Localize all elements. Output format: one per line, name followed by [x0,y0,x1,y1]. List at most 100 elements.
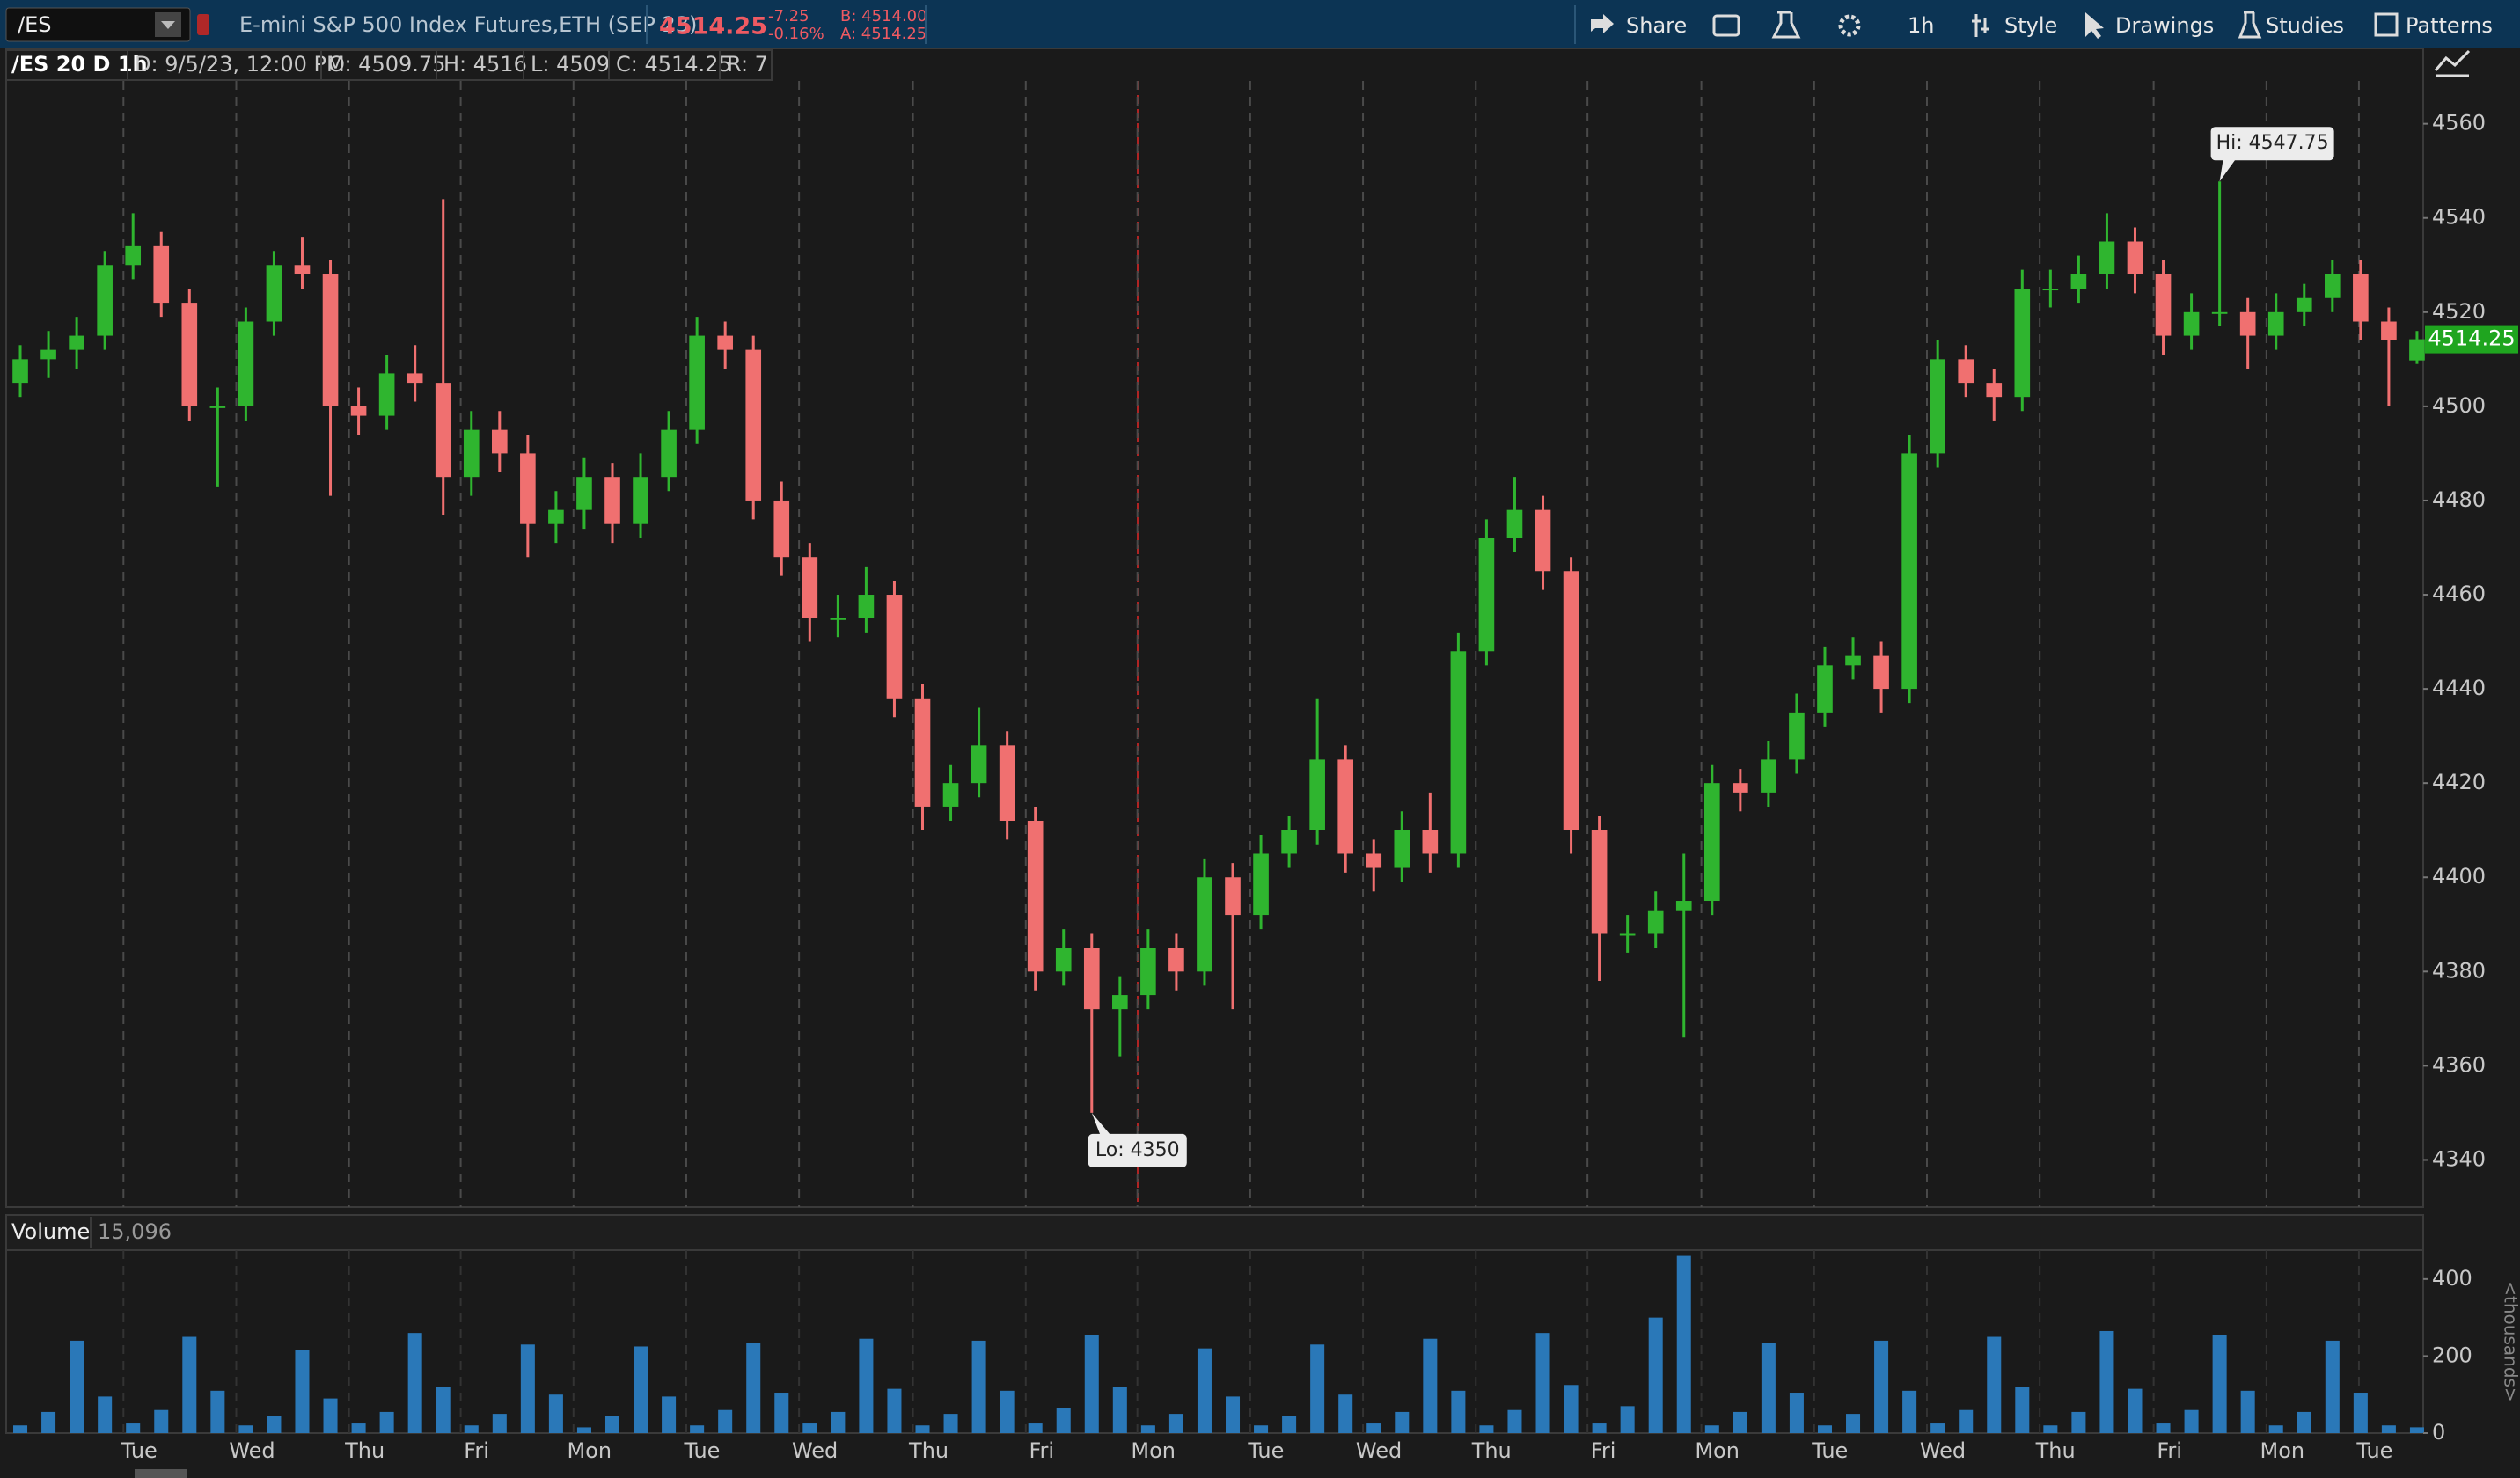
symbol-input[interactable] [5,7,191,42]
studies-icon [2238,11,2262,39]
candle-body [1309,759,1325,830]
volume-bar [1620,1406,1635,1433]
candle-body [942,783,959,807]
candle-body [238,321,254,406]
volume-bar [436,1387,451,1433]
candle-body [2042,289,2059,291]
candle-body [1450,651,1467,854]
x-tick-label: Mon [1131,1438,1176,1463]
y-tick-label: 4400 [2432,864,2486,889]
volume-bar [126,1423,141,1433]
toolbar-button[interactable]: Drawings [2115,13,2214,38]
volume-bar [70,1340,84,1433]
candle-body [1675,901,1692,911]
volume-bar [1789,1393,1804,1433]
volume-bar [1056,1408,1071,1433]
bid: B: 4514.00 [840,7,927,26]
scrollbar[interactable] [135,1469,187,1478]
volume-bar [1395,1411,1410,1433]
candle-body [1789,712,1805,760]
candle-body [717,335,733,350]
volume-bar [1817,1425,1832,1433]
volume-bar [182,1336,197,1433]
toolbar-button[interactable]: Patterns [2406,13,2493,38]
y-tick-label: 400 [2432,1266,2472,1291]
candle-body [633,477,648,524]
candle-body [2014,289,2031,398]
candle-body [802,557,818,618]
toolbar-button[interactable]: 1h [1908,13,1934,38]
volume-bar [915,1425,930,1433]
share-icon [1591,14,1614,33]
hi-label: Hi: 4547.75 [2216,132,2329,154]
candle-body [2296,297,2312,312]
toolbar [0,0,2520,48]
y-tick-label: 4500 [2432,393,2486,418]
volume-bar [295,1350,310,1433]
candle-body [1281,830,1297,854]
snapshot-icon[interactable] [1712,14,1740,37]
toolbar-button[interactable]: Studies [2266,13,2344,38]
candle-body [69,335,84,350]
volume-bar [1846,1414,1861,1433]
candle-body [661,429,677,478]
volume-bar [1564,1385,1579,1433]
candle-body [548,509,564,524]
candle-body [689,335,705,430]
candle-body [1253,853,1269,916]
volume-bar [2128,1388,2143,1433]
candle-body [1901,453,1917,690]
candle-body [350,406,367,416]
volume-bar [1225,1396,1241,1433]
candle-body [1732,783,1748,793]
volume-bar [1648,1317,1663,1433]
volume-bar [379,1411,394,1433]
candle-body [266,265,282,322]
candle-body [407,373,423,384]
candle-body [1873,655,1889,690]
volume-bar [492,1414,507,1433]
volume-bar [1000,1390,1015,1433]
x-tick-label: Wed [229,1438,275,1463]
candle-body [1563,571,1579,830]
y-tick-label: 4440 [2432,676,2486,700]
x-tick-label: Tue [121,1438,158,1463]
callout-pointer [1091,1112,1111,1136]
volume-bar [2212,1335,2227,1433]
candle-body [40,349,56,360]
candle-body [604,477,620,524]
candle-body [1986,383,2003,398]
style-icon [1972,14,1989,37]
x-tick-label: Thu [1471,1438,1512,1463]
info-title: /ES 20 D 1h [11,52,148,77]
x-tick-label: Wed [1920,1438,1966,1463]
toolbar-button[interactable]: Share [1626,13,1687,38]
y-tick-label: 4540 [2432,205,2486,230]
x-tick-label: Thu [344,1438,385,1463]
candle-body [2409,339,2425,361]
candle-body [181,303,198,406]
candle-body [2267,311,2284,336]
x-tick-label: Fri [1591,1438,1616,1463]
candle-body [2127,241,2143,274]
candle-body [1958,359,1974,384]
toolbar-button[interactable]: Style [2004,13,2057,38]
expand-icon[interactable] [2434,49,2471,77]
x-tick-label: Wed [1356,1438,1402,1463]
settings-icon[interactable] [1838,14,1861,37]
candle-body [999,745,1015,821]
candle-body [2070,274,2087,289]
candle-body [209,406,226,408]
flask-icon[interactable] [1771,11,1801,39]
y-tick-label: 4560 [2432,111,2486,135]
x-tick-label: Mon [567,1438,612,1463]
y-tick-label: 0 [2432,1420,2445,1445]
link-icon[interactable] [197,14,209,35]
candle-body [1197,877,1212,972]
x-tick-label: Fri [2157,1438,2182,1463]
y-tick-label: 4360 [2432,1052,2486,1077]
x-tick-label: Fri [1029,1438,1054,1463]
volume-bar [2184,1409,2199,1433]
last-price-label: 4514.25 [2428,326,2515,351]
